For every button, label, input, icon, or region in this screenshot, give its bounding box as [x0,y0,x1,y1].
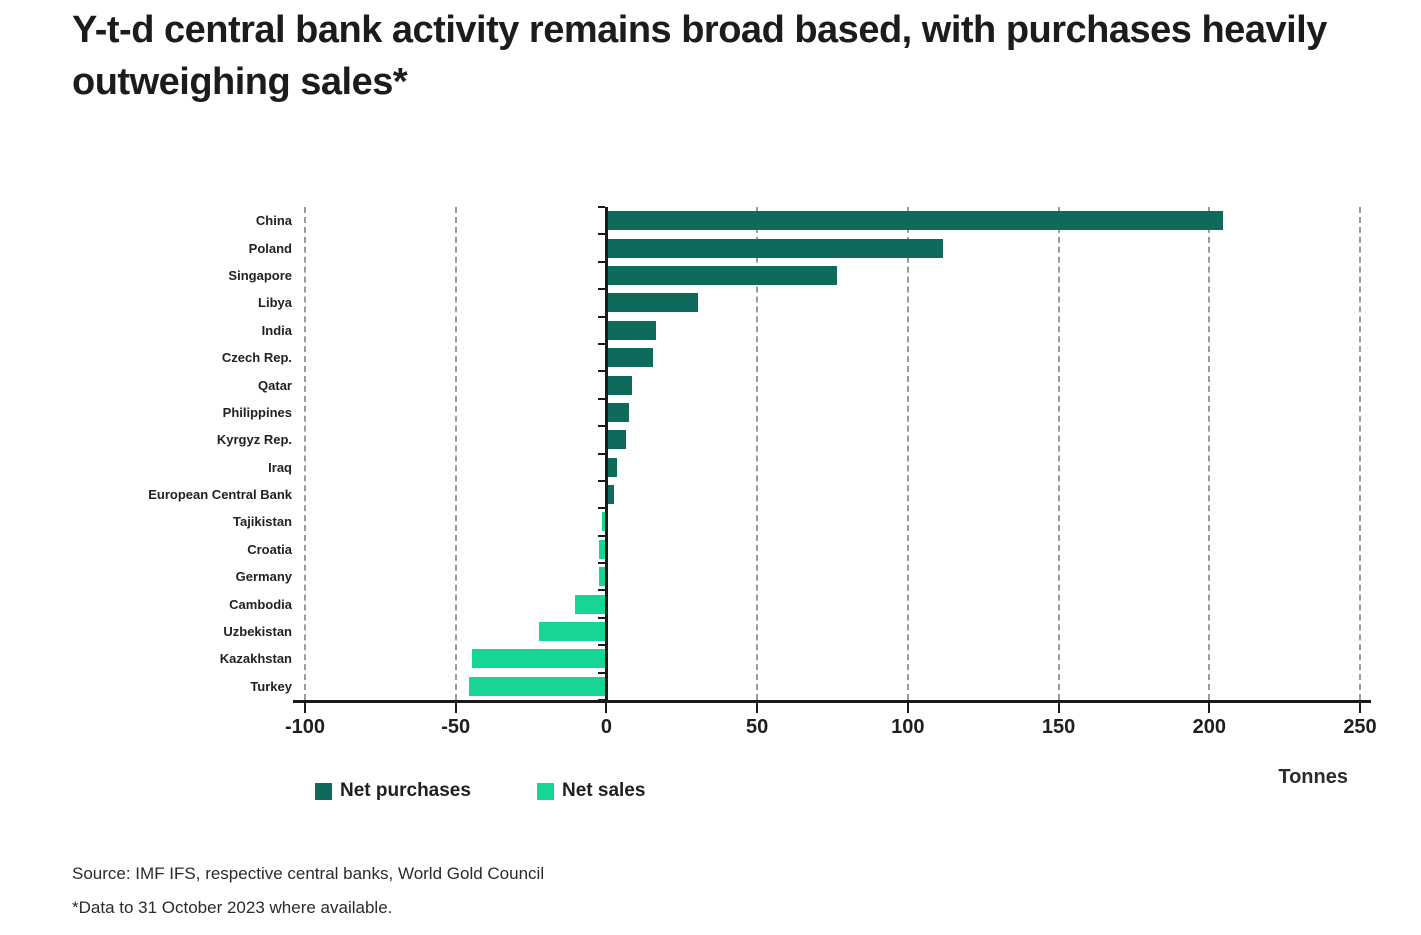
y-axis-tick [598,315,606,318]
category-label: Iraq [268,459,292,475]
x-axis-tick-50 [756,703,759,713]
category-label: Kyrgyz Rep. [216,432,292,448]
category-label: Germany [235,569,292,585]
y-axis-tick [598,288,606,291]
x-tick-label-0: 0 [600,716,612,738]
x-axis-tick-250 [1359,703,1361,713]
chart-title: Y-t-d central bank activity remains broa… [72,9,1327,103]
x-axis-tick--50 [454,703,457,713]
bar-croatia [598,539,605,559]
y-axis-tick [598,260,606,263]
y-axis-tick [598,479,606,482]
category-label: Philippines [222,404,292,420]
y-axis-tick [598,397,606,400]
x-axis-tick-150 [1057,703,1060,713]
y-axis-tick [598,370,606,373]
x-tick-label--50: -50 [441,716,471,738]
net-purchases-label: Net purchases [340,780,471,801]
bar-singapore [607,265,837,285]
y-axis-tick [598,507,606,510]
bar-czech-rep- [607,348,654,368]
bar-kyrgyz-rep- [607,430,626,450]
y-axis-tick [598,233,606,236]
category-label: China [255,213,292,229]
category-label: Uzbekistan [223,624,292,640]
x-axis-tick-100 [906,703,909,713]
y-axis-tick [598,206,606,208]
bar-uzbekistan [538,622,605,642]
category-label: Singapore [228,267,292,283]
x-tick-label-250: 250 [1343,716,1377,738]
category-label: Libya [258,295,292,311]
y-axis-tick [598,342,606,345]
source-line: Source: IMF IFS, respective central bank… [72,864,545,883]
bar-iraq [607,457,617,477]
y-axis-tick [598,425,606,428]
x-axis-line [293,700,1371,703]
bar-turkey [469,676,605,696]
x-tick-label-150: 150 [1041,716,1076,738]
gridline--100 [304,207,306,700]
x-axis-unit-label: Tonnes [1278,766,1348,788]
bar-libya [607,293,699,313]
y-axis-tick [598,671,606,674]
bar-kazakhstan [472,649,605,669]
gridline-50 [756,207,759,700]
bar-china [607,211,1223,231]
category-label: Cambodia [229,596,292,612]
x-axis-tick--100 [304,703,306,713]
legend-item-net-sales: Net sales [537,780,645,802]
gridline--50 [454,207,457,700]
y-axis-tick [598,644,606,647]
y-axis-tick [598,589,606,592]
legend-item-net-purchases: Net purchases [315,780,471,802]
footnote-line: *Data to 31 October 2023 where available… [72,898,393,917]
category-label: Tajikistan [232,514,292,530]
x-tick-label-50: 50 [746,716,769,738]
bar-qatar [607,375,633,395]
category-label: Czech Rep. [221,350,292,366]
bar-philippines [607,402,630,422]
gridline-250 [1359,207,1361,700]
y-axis-tick [598,562,606,565]
bar-cambodia [574,594,605,614]
net-sales-label: Net sales [562,780,646,801]
bar-poland [607,238,943,258]
net-purchases-swatch [315,782,332,800]
category-label: Croatia [247,541,292,557]
bar-germany [598,567,605,587]
net-sales-swatch [537,782,554,800]
y-axis-tick [598,616,606,619]
category-label: Kazakhstan [219,651,292,667]
x-axis-tick-0 [605,703,608,713]
x-tick-label-200: 200 [1192,716,1226,738]
x-axis-tick-200 [1208,703,1211,713]
gridline-200 [1208,207,1211,700]
category-label: European Central Bank [148,487,292,503]
y-axis-tick [598,452,606,455]
x-tick-label--100: -100 [284,716,326,738]
bar-european-central-bank [607,485,614,505]
bar-india [607,320,657,340]
category-label: Turkey [250,678,292,694]
y-axis-zero-line [604,207,608,700]
bar-tajikistan [601,512,605,532]
y-axis-tick [598,534,606,537]
category-label: Poland [248,240,292,256]
gridline-100 [906,207,909,700]
x-tick-label-100: 100 [891,716,925,738]
gridline-150 [1057,207,1060,700]
category-label: Qatar [258,377,292,393]
category-label: India [261,322,292,338]
